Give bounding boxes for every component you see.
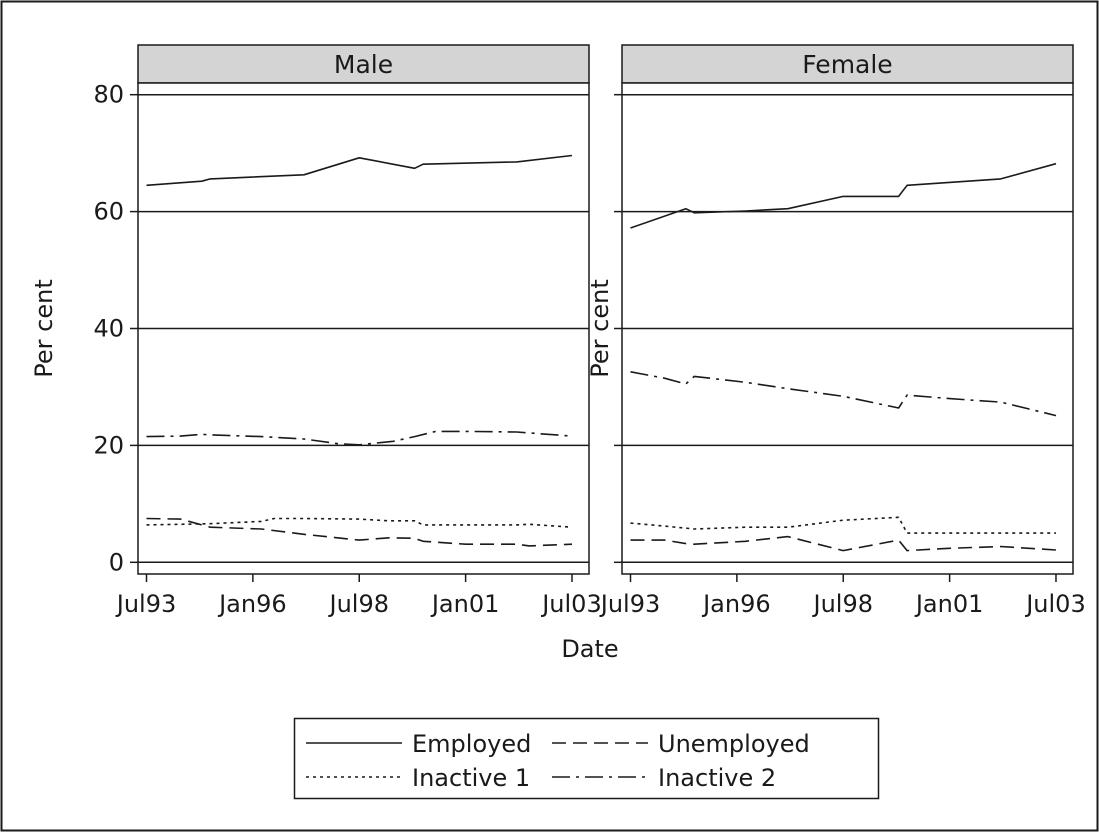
panel-strip-female [621, 44, 1074, 84]
legend-label: Unemployed [658, 730, 810, 758]
series-line-male-inactive-1 [146, 517, 573, 528]
y-tick-label: 80 [93, 81, 124, 109]
legend-label: Employed [412, 730, 531, 758]
panels-layer: Male 0 20 40 60 80 Per cent Jul93 Jan96 Jul98 Jan0… [30, 44, 1086, 618]
x-tick-label: Jul98 [811, 590, 873, 618]
series-line-female-inactive-2 [630, 371, 1057, 417]
panel-strip-male [137, 44, 590, 84]
series-line-female-unemployed [630, 535, 1057, 552]
panel-male: Male 0 20 40 60 80 Per cent Jul93 Jan96 Jul98 Jan0… [30, 44, 602, 618]
x-tick-label: Jul03 [540, 590, 602, 618]
x-tick-label: Jan01 [430, 590, 500, 618]
panel-title-female: Female [802, 50, 892, 79]
series-line-female-employed [630, 162, 1057, 229]
x-tick-label: Jul93 [599, 590, 661, 618]
x-tick-label: Jan96 [217, 590, 287, 618]
x-tick-label: Jul93 [115, 590, 177, 618]
legend-item-inactive-1: Inactive 1 [306, 764, 530, 792]
y-tick-label: 40 [93, 315, 124, 343]
panel-title-male: Male [334, 50, 393, 79]
legend-item-inactive-2: Inactive 2 [552, 764, 776, 792]
x-tick-label: Jan96 [701, 590, 771, 618]
legend: Employed Unemployed Inactive 1 Inactive 2 [293, 717, 880, 800]
series-line-female-inactive-1 [630, 516, 1056, 534]
legend-item-unemployed: Unemployed [552, 730, 810, 758]
legend-label: Inactive 2 [658, 764, 776, 792]
x-axis-title: Date [561, 635, 618, 663]
x-tick-label: Jul98 [327, 590, 389, 618]
panel-female: Female Per cent Jul93 Jan96 Jul98 Jan01 Jul03 [586, 44, 1086, 618]
y-axis-title-female: Per cent [586, 279, 614, 377]
y-tick-label: 0 [109, 548, 124, 576]
legend-box [293, 717, 880, 800]
series-line-male-employed [146, 154, 573, 187]
x-tick-label: Jan01 [914, 590, 984, 618]
series-line-male-inactive-2 [146, 430, 573, 446]
y-axis-title-male: Per cent [30, 279, 58, 377]
y-tick-label: 20 [93, 431, 124, 459]
legend-item-employed: Employed [306, 730, 531, 758]
legend-label: Inactive 1 [412, 764, 530, 792]
x-tick-label: Jul03 [1024, 590, 1086, 618]
y-tick-label: 60 [93, 198, 124, 226]
series-line-male-unemployed [146, 517, 573, 547]
